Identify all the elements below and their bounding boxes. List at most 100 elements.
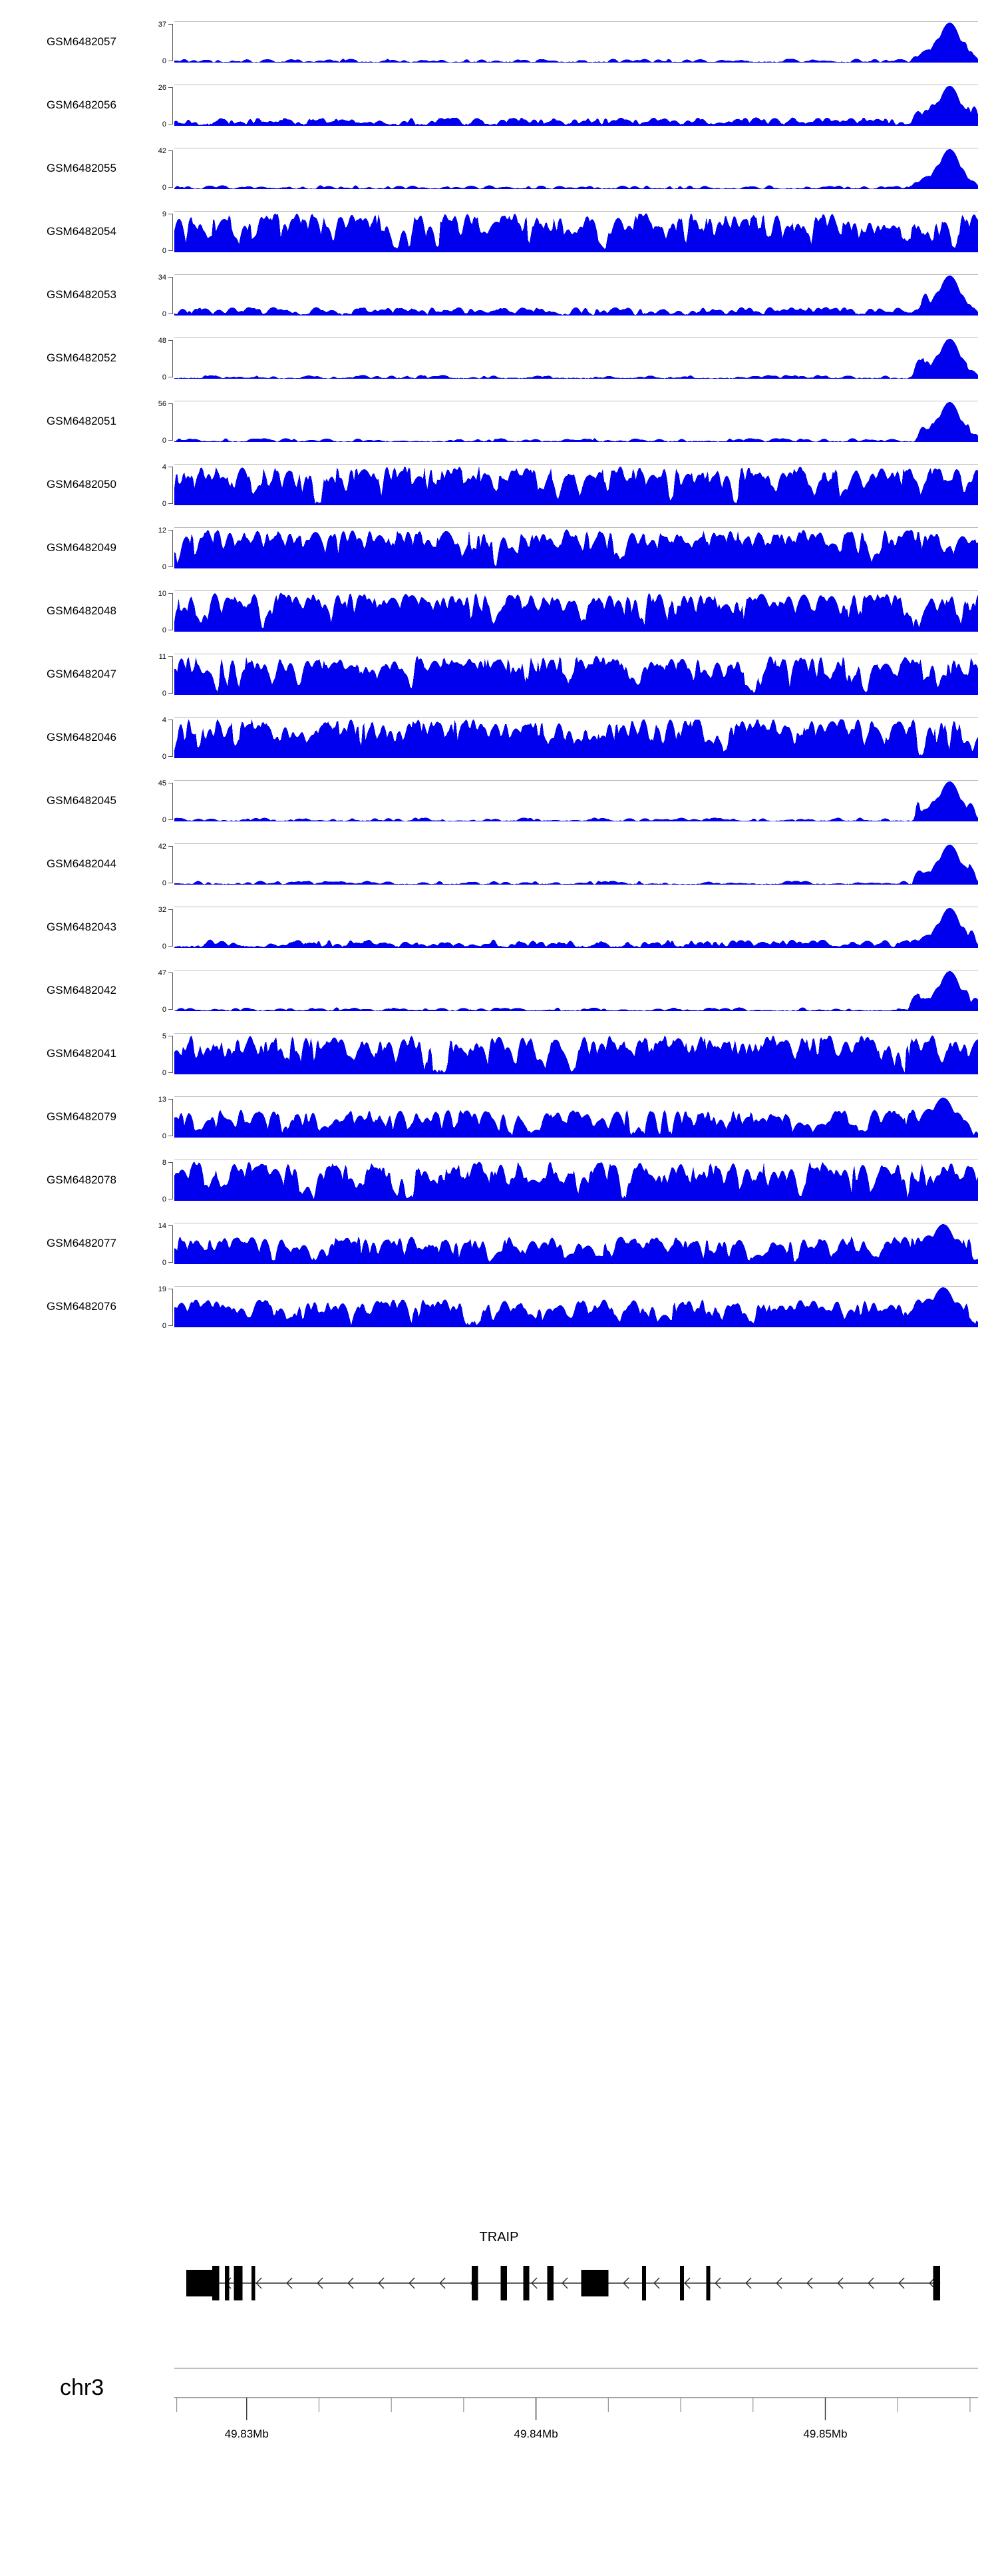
coverage-track-row: GSM6482053 34 0	[0, 274, 998, 318]
coverage-plot[interactable]	[174, 464, 978, 505]
track-y-axis-line	[172, 909, 173, 947]
track-y-axis-line	[172, 846, 173, 883]
track-y-axis: 34 0	[143, 274, 173, 318]
coverage-plot[interactable]	[174, 401, 978, 442]
track-y-axis-line	[172, 1289, 173, 1326]
track-y-axis-max: 19	[158, 1285, 166, 1293]
coverage-track-row: GSM6482049 12 0	[0, 527, 998, 571]
track-y-axis-tick-bottom	[168, 187, 173, 188]
track-y-axis-line	[172, 87, 173, 124]
track-y-axis-max: 5	[162, 1032, 166, 1040]
axis-tick-label: 49.84Mb	[514, 2428, 558, 2440]
coverage-plot[interactable]	[174, 148, 978, 189]
coverage-plot[interactable]	[174, 907, 978, 948]
coverage-track-row: GSM6482047 11 0	[0, 653, 998, 698]
coverage-track-row: GSM6482077 14 0	[0, 1222, 998, 1267]
track-y-axis-max: 4	[162, 463, 166, 471]
track-y-axis-tick-bottom	[168, 1262, 173, 1263]
track-y-axis-line	[172, 340, 173, 377]
track-y-axis-tick-top	[168, 656, 173, 657]
track-y-axis-min: 0	[162, 626, 166, 634]
coverage-plot[interactable]	[174, 1096, 978, 1138]
coverage-track-row: GSM6482055 42 0	[0, 147, 998, 192]
track-y-axis-min: 0	[162, 1069, 166, 1077]
coverage-plot[interactable]	[174, 1286, 978, 1327]
track-y-axis: 11 0	[143, 653, 173, 698]
track-y-axis-max: 9	[162, 210, 166, 218]
track-y-axis: 26 0	[143, 84, 173, 128]
coverage-plot[interactable]	[174, 970, 978, 1011]
track-y-axis-max: 42	[158, 147, 166, 155]
coverage-plot[interactable]	[174, 85, 978, 126]
track-sample-label: GSM6482051	[47, 415, 116, 427]
track-y-axis: 45 0	[143, 780, 173, 824]
axis-tick-label: 49.83Mb	[225, 2428, 269, 2440]
coverage-track-row: GSM6482079 13 0	[0, 1096, 998, 1140]
coverage-plot[interactable]	[174, 337, 978, 379]
track-sample-label: GSM6482052	[47, 351, 116, 364]
coverage-plot[interactable]	[174, 654, 978, 695]
track-y-axis-line	[172, 972, 173, 1010]
track-y-axis-line	[172, 720, 173, 757]
coverage-track-row: GSM6482044 42 0	[0, 843, 998, 887]
track-y-axis-max: 48	[158, 337, 166, 345]
track-sample-label: GSM6482041	[47, 1047, 116, 1060]
track-y-axis-max: 56	[158, 400, 166, 408]
track-y-axis: 32 0	[143, 907, 173, 951]
genome-axis-track[interactable]: 49.83Mb 49.84Mb 49.85Mb	[174, 2356, 978, 2443]
track-y-axis-max: 11	[158, 653, 166, 661]
track-y-axis: 37 0	[143, 21, 173, 65]
track-sample-label: GSM6482056	[47, 99, 116, 111]
coverage-plot[interactable]	[174, 590, 978, 632]
gene-model-track[interactable]	[174, 2254, 978, 2300]
track-y-axis-line	[172, 214, 173, 251]
track-y-axis-line	[172, 783, 173, 820]
track-y-axis-min: 0	[162, 184, 166, 192]
track-y-axis-tick-top	[168, 1099, 173, 1100]
track-y-axis-max: 8	[162, 1159, 166, 1167]
coverage-plot[interactable]	[174, 274, 978, 316]
track-y-axis-line	[172, 530, 173, 567]
coverage-plot[interactable]	[174, 843, 978, 885]
track-y-axis-tick-top	[168, 150, 173, 151]
track-sample-label: GSM6482049	[47, 541, 116, 554]
coverage-plot[interactable]	[174, 527, 978, 568]
chromosome-label: chr3	[60, 2375, 104, 2400]
coverage-plot[interactable]	[174, 211, 978, 252]
track-y-axis-tick-bottom	[168, 946, 173, 947]
coverage-plot[interactable]	[174, 1223, 978, 1264]
track-y-axis: 19 0	[143, 1285, 173, 1330]
track-y-axis-min: 0	[162, 1259, 166, 1267]
track-y-axis: 13 0	[143, 1096, 173, 1140]
coverage-plot[interactable]	[174, 717, 978, 758]
track-y-axis-max: 13	[158, 1096, 166, 1104]
track-y-axis-tick-top	[168, 24, 173, 25]
track-sample-label: GSM6482050	[47, 478, 116, 491]
track-y-axis-tick-top	[168, 277, 173, 278]
track-y-axis: 42 0	[143, 147, 173, 192]
coverage-track-row: GSM6482042 47 0	[0, 969, 998, 1014]
track-sample-label: GSM6482076	[47, 1300, 116, 1313]
coverage-plot[interactable]	[174, 21, 978, 63]
track-y-axis-tick-top	[168, 530, 173, 531]
track-y-axis-tick-bottom	[168, 693, 173, 694]
coverage-track-row: GSM6482056 26 0	[0, 84, 998, 128]
track-sample-label: GSM6482042	[47, 984, 116, 996]
track-y-axis-max: 26	[158, 84, 166, 92]
gene-name-label: TRAIP	[479, 2230, 519, 2245]
track-y-axis-min: 0	[162, 879, 166, 887]
coverage-plot[interactable]	[174, 1033, 978, 1074]
track-y-axis-tick-top	[168, 340, 173, 341]
coverage-track-row: GSM6482076 19 0	[0, 1285, 998, 1330]
track-y-axis-tick-top	[168, 1162, 173, 1163]
track-y-axis-min: 0	[162, 690, 166, 698]
track-y-axis-min: 0	[162, 437, 166, 445]
track-y-axis-max: 14	[158, 1222, 166, 1230]
track-sample-label: GSM6482053	[47, 288, 116, 301]
track-y-axis-max: 47	[158, 969, 166, 977]
coverage-plot[interactable]	[174, 780, 978, 821]
track-y-axis-tick-bottom	[168, 503, 173, 504]
coverage-plot[interactable]	[174, 1160, 978, 1201]
track-y-axis-line	[172, 1225, 173, 1263]
